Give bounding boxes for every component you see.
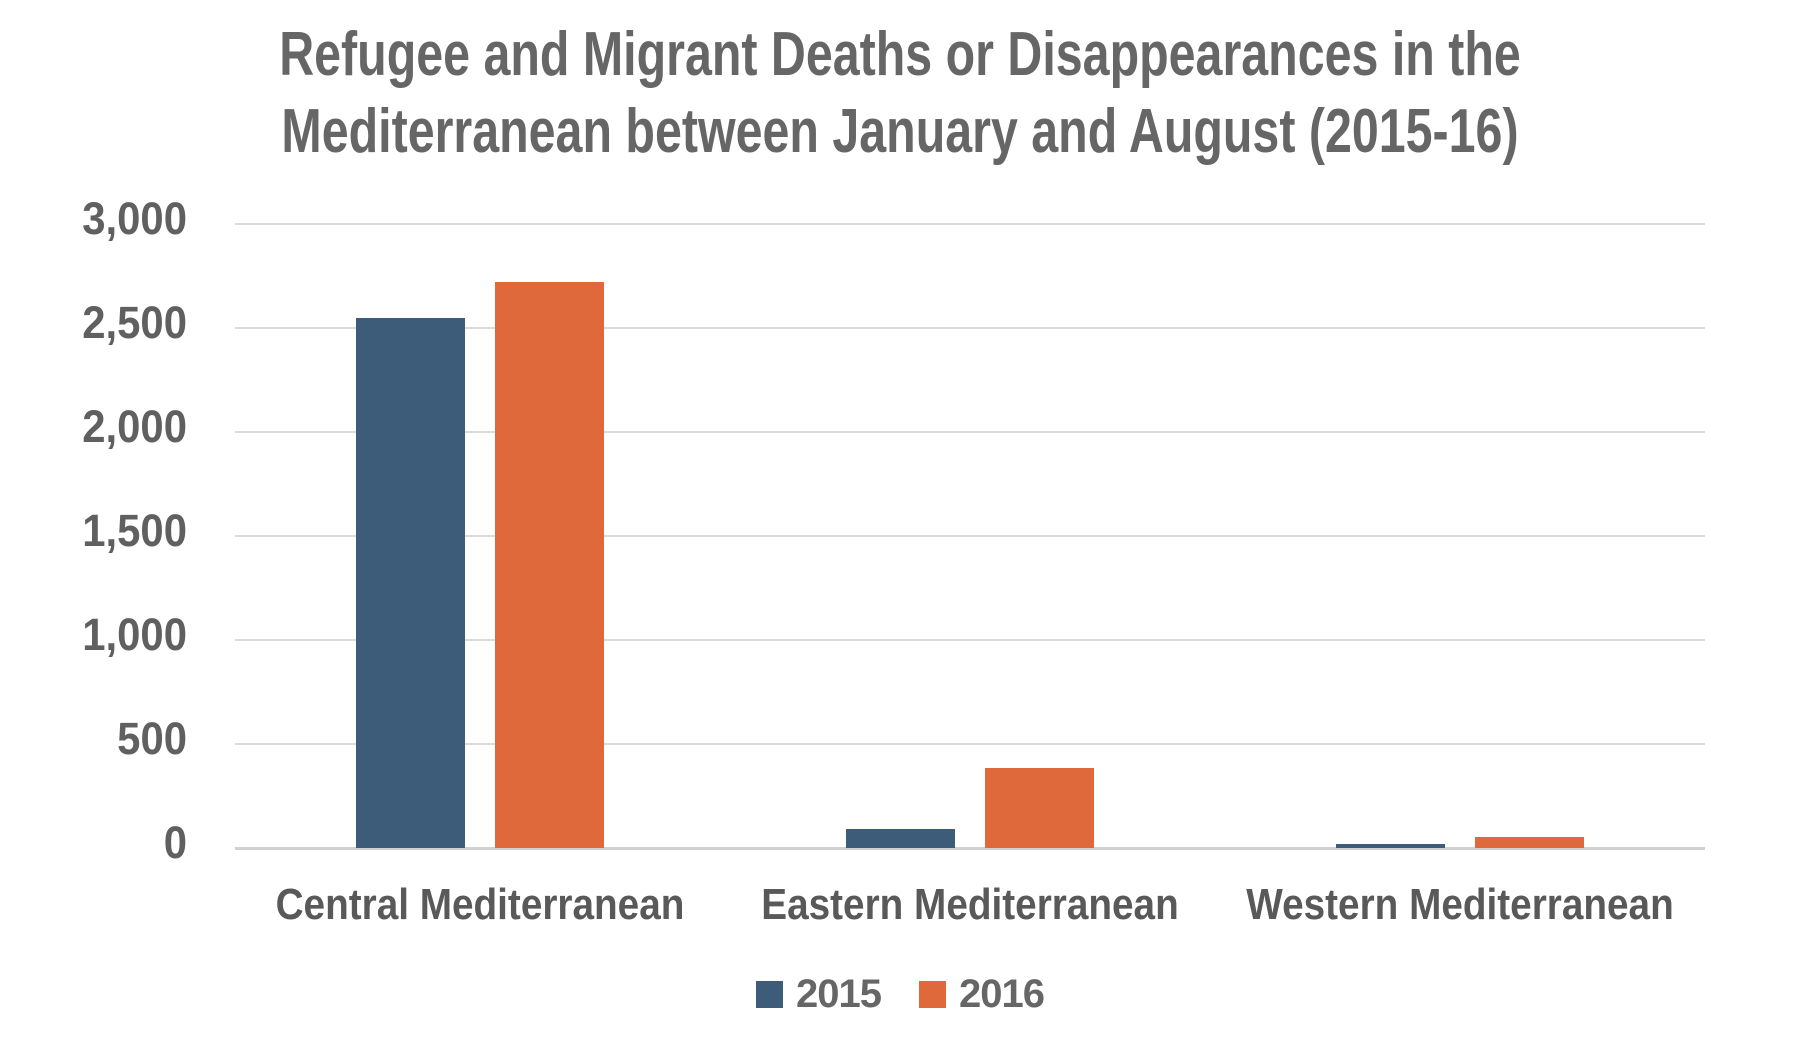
gridline-1500 (235, 535, 1705, 537)
legend-color-swatch-2015 (756, 981, 784, 1008)
legend-label-2016: 2016 (959, 972, 1045, 1016)
legend-item-2015: 2015 (756, 972, 882, 1017)
y-tick-label-1000: 1,000 (82, 609, 187, 660)
gridline-2500 (235, 327, 1705, 329)
y-tick-label-0: 0 (163, 817, 187, 868)
y-tick-label-500: 500 (117, 713, 187, 764)
gridline-500 (235, 743, 1705, 745)
y-tick-label-2000: 2,000 (82, 401, 187, 452)
gridline-3000 (235, 223, 1705, 225)
bar-2016-western-mediterranean (1475, 836, 1584, 848)
chart-title-line-1: Refugee and Migrant Deaths or Disappeara… (279, 20, 1521, 89)
x-category-label-central-mediterranean: Central Mediterranean (275, 880, 685, 929)
x-category-label-western-mediterranean: Western Mediterranean (1246, 880, 1674, 929)
chart-title: Refugee and Migrant Deaths or Disappeara… (198, 16, 1602, 170)
bar-2015-central-mediterranean (356, 317, 465, 848)
gridline-2000 (235, 431, 1705, 433)
legend-item-2016: 2016 (919, 972, 1045, 1017)
bar-2016-central-mediterranean (495, 282, 604, 848)
bar-2015-eastern-mediterranean (846, 829, 955, 848)
bar-2016-eastern-mediterranean (985, 767, 1094, 848)
chart-title-line-2: Mediterranean between January and August… (281, 97, 1519, 166)
gridline-1000 (235, 639, 1705, 641)
y-tick-label-3000: 3,000 (82, 193, 187, 244)
legend-label-2015: 2015 (796, 972, 882, 1016)
y-tick-label-2500: 2,500 (82, 297, 187, 348)
legend: 2015 2016 (0, 972, 1800, 1017)
x-axis-baseline (235, 847, 1705, 850)
y-tick-label-1500: 1,500 (82, 505, 187, 556)
legend-color-swatch-2016 (919, 981, 946, 1008)
x-category-label-eastern-mediterranean: Eastern Mediterranean (761, 880, 1179, 929)
bar-2015-western-mediterranean (1336, 843, 1445, 848)
plot-area (235, 223, 1705, 850)
